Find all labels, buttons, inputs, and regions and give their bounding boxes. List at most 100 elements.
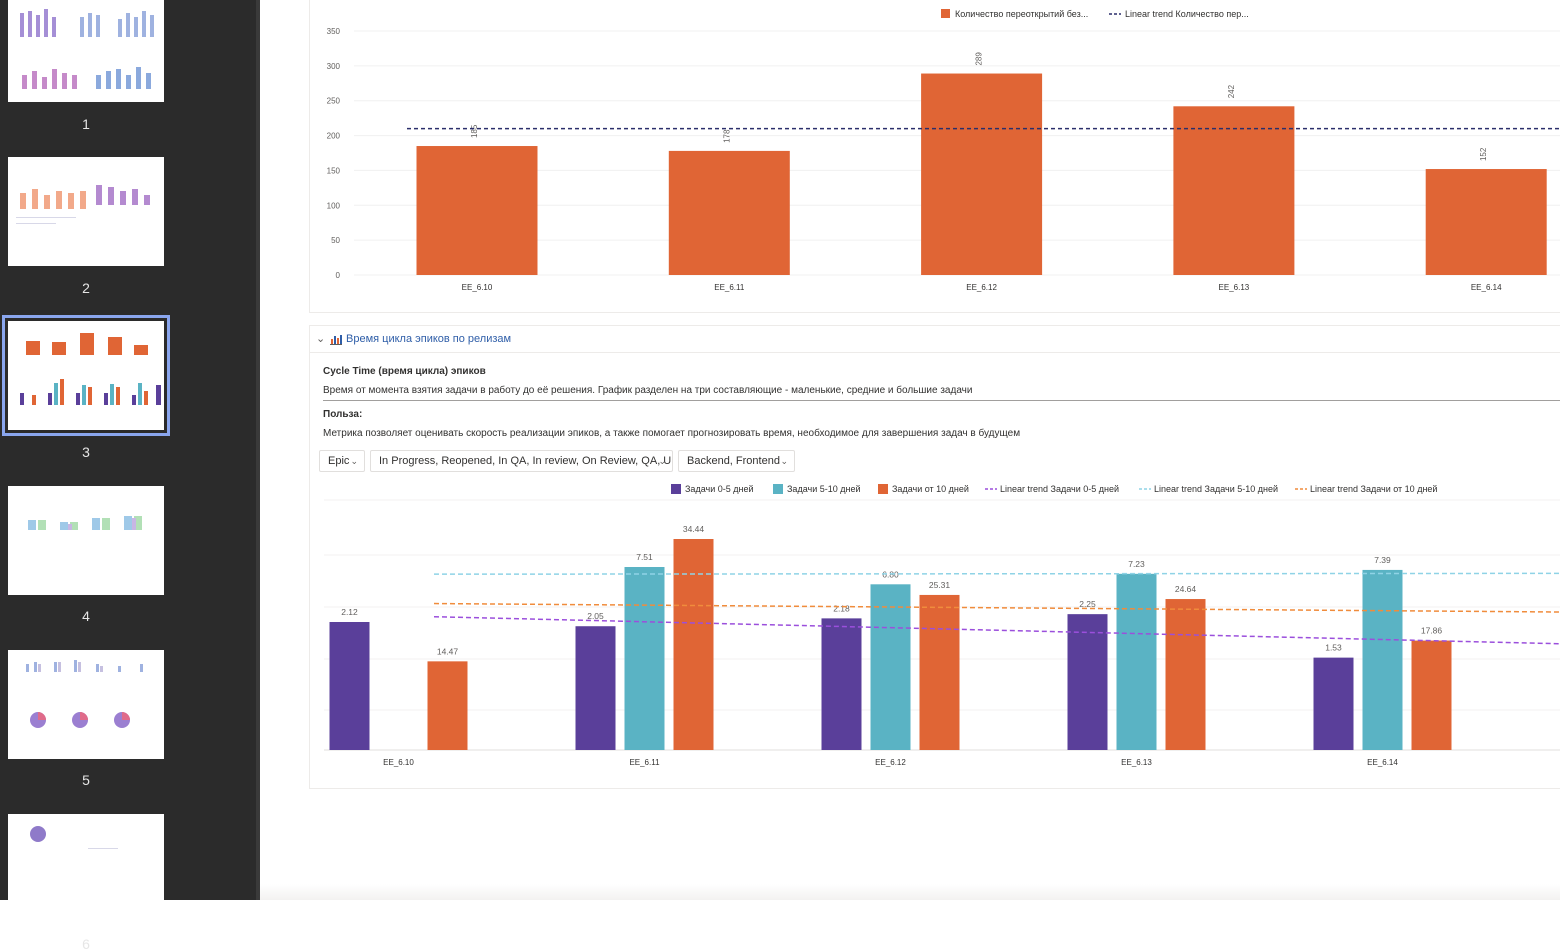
y-tick-label: 0 — [336, 271, 341, 280]
bar-data-label: 7.23 — [1128, 559, 1145, 569]
bar-data-label: 178 — [722, 129, 731, 143]
component-filter[interactable]: Backend, Frontend ⌄ — [678, 450, 795, 472]
trend-line — [433, 615, 1560, 645]
bar — [921, 73, 1043, 275]
slide-number-2: 2 — [82, 280, 90, 296]
section-title[interactable]: Время цикла эпиков по релизам — [346, 333, 512, 345]
y-tick-label: 50 — [331, 236, 340, 245]
slide-thumbnail-2[interactable] — [8, 157, 164, 266]
legend-label-bars: Количество переоткрытий без... — [955, 9, 1088, 19]
chevron-down-icon: ⌄ — [350, 456, 358, 466]
issue-type-filter[interactable]: Epic ⌄ — [319, 450, 365, 472]
bar — [1362, 569, 1403, 750]
slide-number-3: 3 — [82, 444, 90, 460]
benefit-text: Метрика позволяет оценивать скорость реа… — [323, 428, 1021, 439]
bar-data-label: 152 — [1479, 147, 1488, 161]
report-canvas: Количество переоткрытий без... Linear tr… — [260, 0, 1560, 900]
bar — [1411, 640, 1452, 750]
y-tick-label: 300 — [327, 62, 341, 71]
section-header[interactable]: ⌄ Время цикла эпиков по релизам — [310, 326, 1560, 353]
legend-label-10plus: Задачи от 10 дней — [892, 484, 969, 494]
bar-data-label: 34.44 — [683, 524, 705, 534]
bar — [919, 594, 960, 750]
legend-label-trend-10plus: Linear trend Задачи от 10 дней — [1310, 484, 1437, 494]
legend-label-trend-5-10: Linear trend Задачи 5-10 дней — [1154, 484, 1278, 494]
x-tick-label: EE_6.14 — [1367, 758, 1398, 767]
bar — [575, 626, 616, 750]
bar — [870, 584, 911, 750]
bar-data-label: 289 — [975, 52, 984, 66]
bar — [329, 622, 370, 750]
x-tick-label: EE_6.13 — [1121, 758, 1152, 767]
component-filter-value: Backend, Frontend — [687, 455, 780, 467]
x-tick-label: EE_6.11 — [629, 758, 660, 767]
legend-swatch-bars — [941, 9, 950, 18]
bar-data-label: 25.31 — [929, 580, 951, 590]
y-tick-label: 200 — [327, 132, 341, 141]
legend-swatch-5-10 — [773, 484, 783, 494]
slide-number-5: 5 — [82, 772, 90, 788]
slide-thumbnail-3[interactable] — [2, 315, 170, 436]
bar — [1116, 573, 1157, 750]
x-tick-label: EE_6.10 — [462, 283, 493, 292]
bar — [416, 146, 538, 275]
y-tick-label: 150 — [327, 166, 341, 175]
epic-cycle-time-section: ⌄ Время цикла эпиков по релизам Cycle Ti… — [309, 325, 1560, 789]
slide-thumbnail-1[interactable] — [8, 0, 164, 102]
bar — [1067, 614, 1108, 750]
metric-heading: Cycle Time (время цикла) эпиков — [323, 366, 486, 377]
bar-data-label: 2.05 — [587, 611, 604, 621]
x-tick-label: EE_6.14 — [1471, 283, 1502, 292]
legend-label-0-5: Задачи 0-5 дней — [685, 484, 753, 494]
bar — [427, 661, 468, 750]
bar — [1313, 657, 1354, 750]
bar-data-label: 185 — [470, 124, 479, 138]
bar — [821, 618, 862, 750]
bar — [624, 567, 665, 750]
sidebar-splitter[interactable] — [256, 0, 260, 900]
bar-data-label: 17.86 — [1421, 626, 1443, 636]
bar — [1165, 599, 1206, 750]
slide-number-6: 6 — [82, 936, 90, 952]
y-tick-label: 250 — [327, 97, 341, 106]
divider — [323, 400, 1560, 401]
bar — [1173, 106, 1295, 275]
slide-thumbnail-4[interactable] — [8, 486, 164, 595]
bar — [673, 539, 714, 750]
bar-data-label: 2.18 — [833, 603, 850, 613]
y-tick-label: 350 — [327, 27, 341, 36]
reopen-count-chart-panel: Количество переоткрытий без... Linear tr… — [309, 0, 1560, 313]
bar-data-label: 7.39 — [1374, 555, 1391, 565]
y-tick-label: 100 — [327, 201, 341, 210]
bar-data-label: 242 — [1227, 84, 1236, 98]
bar-data-label: 1.53 — [1325, 643, 1342, 653]
trend-line — [433, 602, 1560, 613]
bar-data-label: 7.51 — [636, 552, 653, 562]
bar-data-label: 2.12 — [341, 607, 358, 617]
metric-description: Время от момента взятия задачи в работу … — [323, 385, 973, 396]
bar-data-label: 2.25 — [1079, 599, 1096, 609]
chart2-legend: Задачи 0-5 дней Задачи 5-10 дней Задачи … — [671, 484, 1437, 494]
slide-number-1: 1 — [82, 116, 90, 132]
slide-number-4: 4 — [82, 608, 90, 624]
slide-thumbnail-5[interactable] — [8, 650, 164, 759]
legend-swatch-10plus — [878, 484, 888, 494]
cycle-time-chart: Задачи 0-5 дней Задачи 5-10 дней Задачи … — [324, 484, 1560, 767]
x-tick-label: EE_6.10 — [383, 758, 414, 767]
benefit-label: Польза: — [323, 409, 363, 420]
chevron-down-icon: ⌄ — [658, 456, 666, 466]
chevron-down-icon: ⌄ — [780, 456, 788, 466]
status-filter-value: In Progress, Reopened, In QA, In review,… — [379, 455, 673, 467]
bottom-fade — [260, 884, 1560, 900]
reopen-count-chart: Количество переоткрытий без... Linear tr… — [327, 9, 1560, 292]
chevron-down-icon[interactable]: ⌄ — [316, 333, 326, 345]
bar — [1425, 169, 1547, 275]
status-filter[interactable]: In Progress, Reopened, In QA, In review,… — [370, 450, 673, 472]
legend-swatch-0-5 — [671, 484, 681, 494]
legend-label-trend-0-5: Linear trend Задачи 0-5 дней — [1000, 484, 1119, 494]
bar-data-label: 24.64 — [1175, 584, 1197, 594]
chart1-legend: Количество переоткрытий без... Linear tr… — [941, 9, 1249, 19]
x-tick-label: EE_6.12 — [966, 283, 997, 292]
slide-thumbnails-sidebar: 1 2 3 4 5 — [0, 0, 256, 952]
slide-thumbnail-6[interactable] — [8, 814, 164, 923]
